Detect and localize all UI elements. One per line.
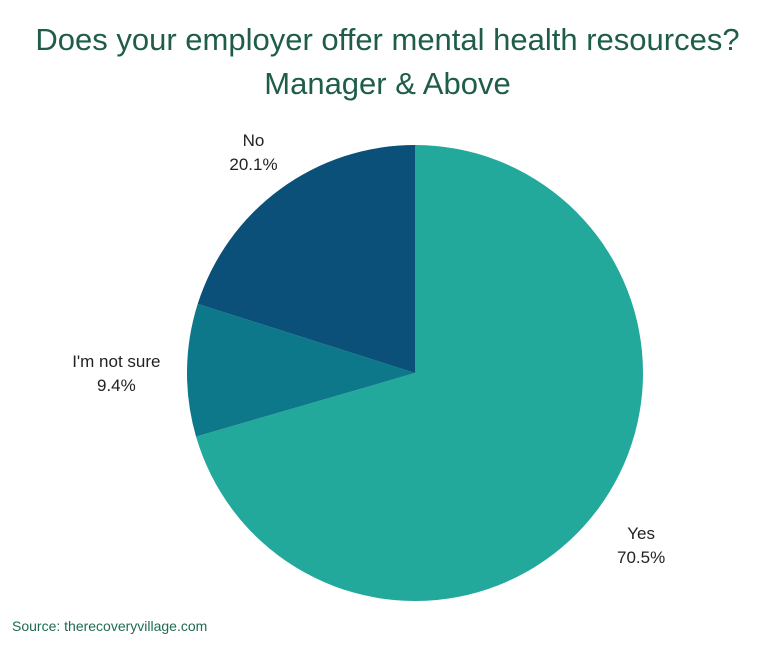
slice-value-label: 70.5%: [617, 548, 665, 567]
slice-label: No: [243, 131, 265, 150]
source-credit: Source: therecoveryvillage.com: [12, 618, 208, 634]
pie-slices: [187, 145, 643, 602]
pie-slice-no: [197, 145, 415, 373]
slice-value-label: 20.1%: [229, 155, 277, 174]
pie-slice-yes: [196, 145, 643, 602]
chart-title-line-1: Does your employer offer mental health r…: [35, 22, 740, 57]
slice-label: I'm not sure: [72, 352, 160, 371]
slice-label: Yes: [627, 524, 655, 543]
pie-slice-i-m-not-sure: [187, 303, 415, 437]
chart-title-line-2: Manager & Above: [264, 66, 511, 101]
pie-labels: Yes 70.5% I'm not sure 9.4% No 20.1%: [72, 131, 665, 567]
slice-value-label: 9.4%: [97, 376, 136, 395]
